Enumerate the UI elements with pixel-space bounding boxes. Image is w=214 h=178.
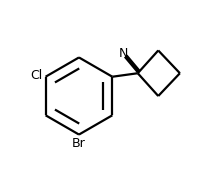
Text: N: N: [119, 47, 128, 60]
Text: Cl: Cl: [30, 69, 42, 82]
Text: Br: Br: [72, 137, 86, 150]
